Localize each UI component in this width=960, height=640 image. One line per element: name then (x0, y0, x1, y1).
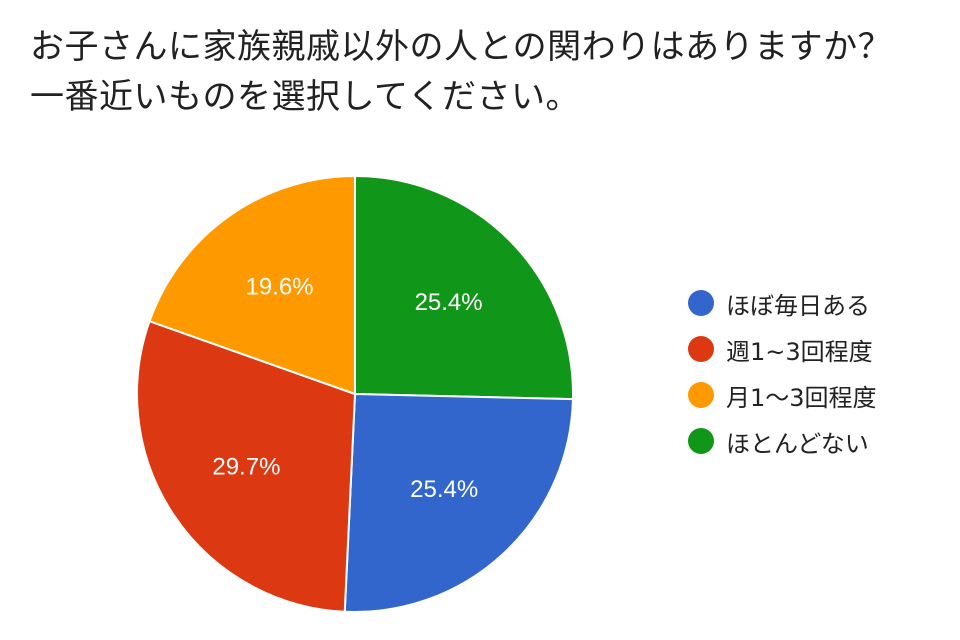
legend-item-daily[interactable]: ほぼ毎日ある (688, 280, 877, 326)
pie-label-daily: 25.4% (410, 476, 478, 503)
pie-label-monthly: 19.6% (245, 274, 313, 301)
pie-slice-rarely[interactable] (354, 175, 574, 401)
pie-slice-daily[interactable] (343, 393, 574, 613)
legend-item-weekly[interactable]: 週1~3回程度 (688, 326, 877, 372)
legend: ほぼ毎日ある 週1~3回程度 月1～3回程度 ほとんどない (688, 280, 877, 464)
legend-swatch-monthly (688, 382, 714, 408)
legend-label-weekly: 週1~3回程度 (726, 337, 873, 366)
legend-item-monthly[interactable]: 月1～3回程度 (688, 372, 877, 418)
pie-slice-weekly[interactable] (136, 320, 356, 613)
legend-item-rarely[interactable]: ほとんどない (688, 418, 877, 464)
pie-slice-monthly[interactable] (148, 175, 356, 395)
chart-title: お子さんに家族親戚以外の人との関わりはありますか？ 一番近いものを選択してくださ… (30, 22, 940, 122)
pie-label-rarely: 25.4% (415, 289, 483, 316)
legend-swatch-rarely (688, 428, 714, 454)
pie-label-weekly: 29.7% (212, 453, 280, 480)
chart-title-line-2: 一番近いものを選択してください。 (30, 77, 580, 117)
chart-title-line-1: お子さんに家族親戚以外の人との関わりはありますか？ (30, 27, 893, 67)
legend-swatch-daily (688, 290, 714, 316)
legend-label-rarely: ほとんどない (726, 429, 869, 458)
legend-label-daily: ほぼ毎日ある (726, 291, 870, 320)
legend-swatch-weekly (688, 336, 714, 362)
legend-label-monthly: 月1～3回程度 (726, 383, 877, 412)
